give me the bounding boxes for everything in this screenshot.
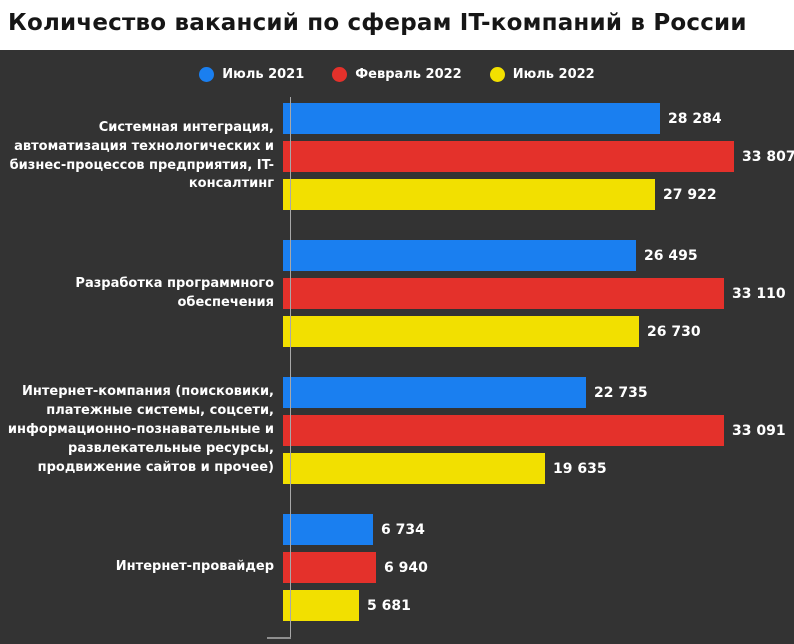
y-axis-line (290, 97, 291, 639)
bar-groups: Системная интеграция, автоматизация техн… (0, 103, 794, 621)
title-bar: Количество вакансий по сферам IT-компани… (0, 0, 794, 50)
category-group: Интернет-компания (поисковики, платежные… (0, 377, 794, 484)
bar-row: 6 734 (283, 514, 794, 545)
value-label: 33 807 (742, 148, 794, 165)
bar (283, 316, 639, 347)
bar-row: 33 110 (283, 278, 794, 309)
bar (283, 278, 724, 309)
legend-item: Июль 2021 (199, 67, 304, 82)
category-label: Системная интеграция, автоматизация техн… (9, 119, 274, 192)
category-group: Интернет-провайдер 6 734 6 940 5 681 (0, 514, 794, 621)
bar-row: 26 730 (283, 316, 794, 347)
bar-set: 26 495 33 110 26 730 (282, 240, 794, 347)
bar (283, 179, 655, 210)
category-label: Разработка программного обеспечения (75, 275, 274, 310)
value-label: 6 734 (381, 521, 425, 538)
legend: Июль 2021 Февраль 2022 Июль 2022 (0, 50, 794, 95)
bar (283, 415, 724, 446)
bar-set: 22 735 33 091 19 635 (282, 377, 794, 484)
legend-dot-icon (199, 67, 215, 82)
value-label: 28 284 (668, 110, 722, 127)
value-label: 19 635 (553, 460, 607, 477)
category-group: Разработка программного обеспечения 26 49… (0, 240, 794, 347)
value-label: 26 730 (647, 323, 701, 340)
value-label: 22 735 (594, 384, 648, 401)
legend-item: Февраль 2022 (332, 67, 462, 82)
bar (283, 453, 545, 484)
category-label: Интернет-компания (поисковики, платежные… (7, 384, 274, 475)
value-label: 33 110 (732, 285, 786, 302)
bar-row: 33 091 (283, 415, 794, 446)
bar-row: 22 735 (283, 377, 794, 408)
bar-row: 6 940 (283, 552, 794, 583)
bar-chart: Системная интеграция, автоматизация техн… (0, 95, 794, 644)
x-axis-tick (267, 637, 291, 639)
bar-row: 27 922 (283, 179, 794, 210)
bar (283, 141, 734, 172)
bar (283, 103, 660, 134)
category-label: Интернет-провайдер (115, 559, 274, 575)
bar (283, 590, 359, 621)
value-label: 6 940 (384, 559, 428, 576)
legend-item: Июль 2022 (489, 67, 595, 82)
category-group: Системная интеграция, автоматизация техн… (0, 103, 794, 210)
legend-label: Июль 2021 (222, 67, 305, 82)
value-label: 27 922 (663, 186, 717, 203)
bar-row: 5 681 (283, 590, 794, 621)
value-label: 26 495 (644, 247, 698, 264)
bar-row: 19 635 (283, 453, 794, 484)
bar (283, 552, 376, 583)
chart-title: Количество вакансий по сферам IT-компани… (8, 10, 747, 36)
legend-label: Июль 2022 (512, 67, 595, 82)
bar (283, 377, 586, 408)
bar-set: 28 284 33 807 27 922 (282, 103, 794, 210)
bar-row: 26 495 (283, 240, 794, 271)
legend-label: Февраль 2022 (355, 67, 462, 82)
bar-row: 33 807 (283, 141, 794, 172)
value-label: 5 681 (367, 597, 411, 614)
bar (283, 514, 373, 545)
bar-row: 28 284 (283, 103, 794, 134)
legend-dot-icon (332, 67, 348, 82)
bar-set: 6 734 6 940 5 681 (282, 514, 794, 621)
legend-dot-icon (489, 67, 505, 82)
value-label: 33 091 (732, 422, 786, 439)
bar (283, 240, 636, 271)
